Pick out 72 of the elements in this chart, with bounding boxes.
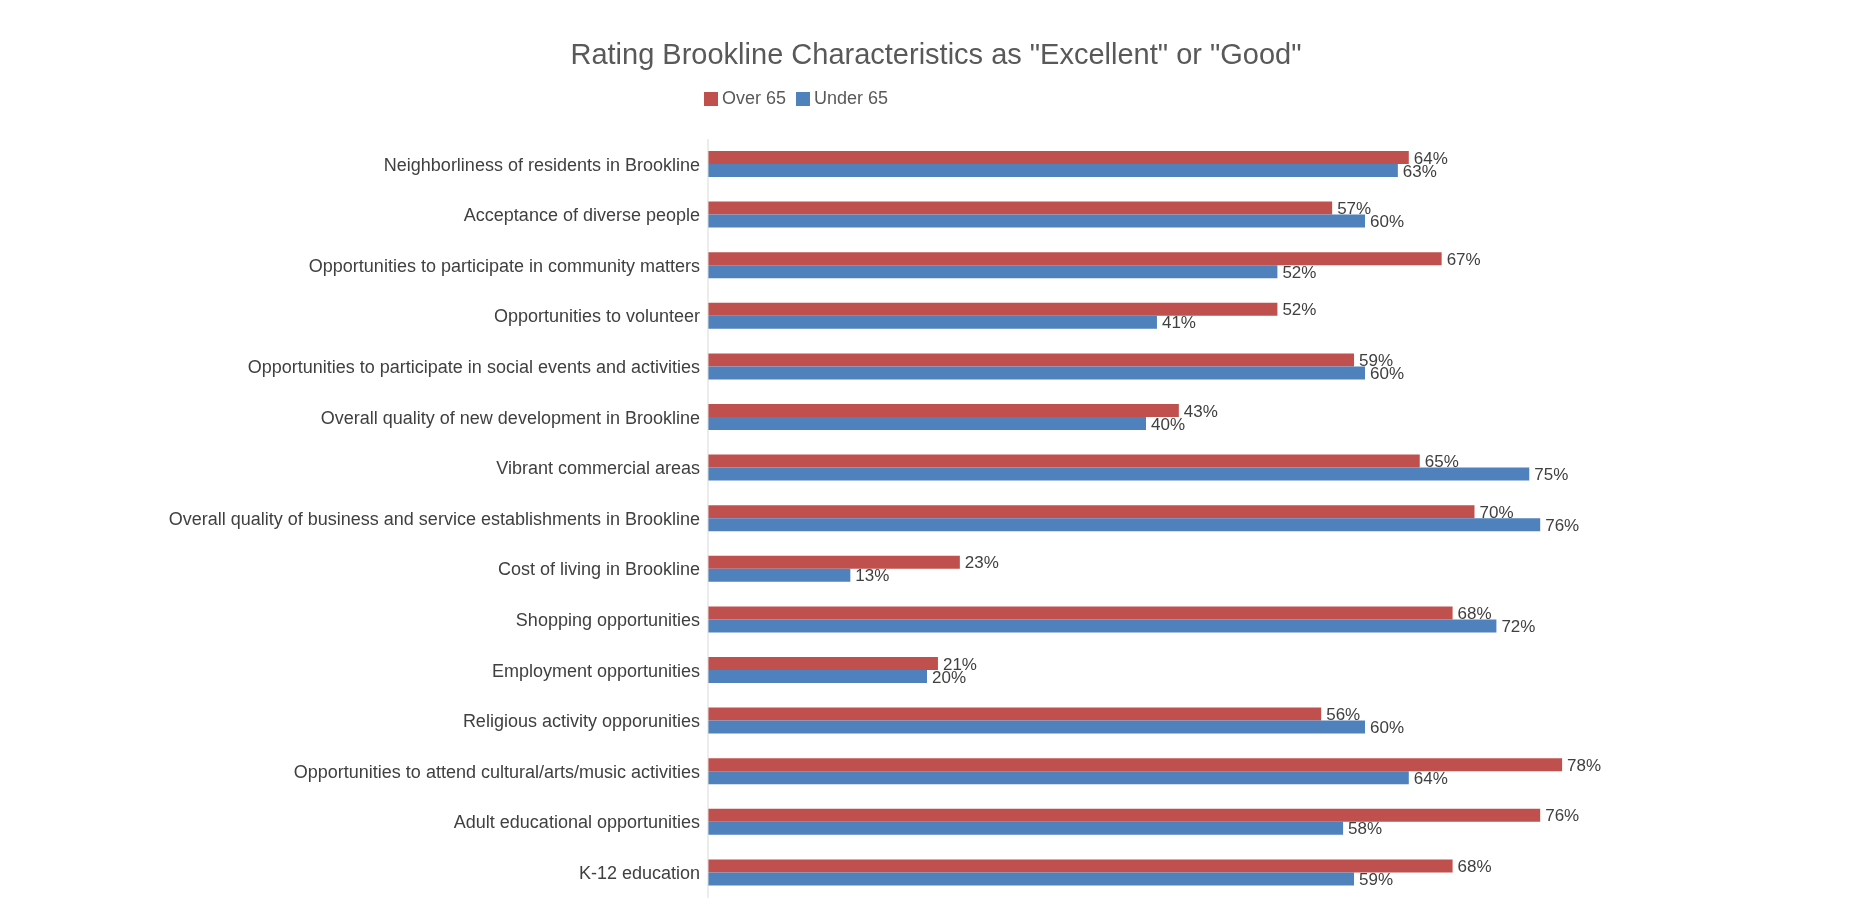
data-label: 78% <box>1567 755 1602 775</box>
bar <box>708 821 1344 835</box>
y-tick-label: Employment opportunities <box>491 660 700 681</box>
data-label: 23% <box>964 553 999 573</box>
y-tick-label: Opportunities to volunteer <box>493 306 700 327</box>
data-label: 52% <box>1282 262 1317 282</box>
data-label: 65% <box>1424 452 1459 472</box>
bar <box>708 720 1365 734</box>
bar <box>708 454 1420 468</box>
bar <box>708 518 1541 532</box>
bar <box>708 670 927 683</box>
bar <box>708 657 938 670</box>
bar <box>708 555 960 569</box>
bar <box>708 353 1355 367</box>
y-tick-label: Neighborliness of residents in Brookline <box>383 154 700 175</box>
legend-label: Under 65 <box>813 88 889 108</box>
bar <box>708 252 1442 266</box>
data-label: 41% <box>1161 313 1196 333</box>
bar <box>708 201 1333 215</box>
y-tick-label: Overall quality of business and service establishments in Brookline <box>168 508 700 529</box>
data-label: 60% <box>1370 718 1405 738</box>
y-tick-label: Opportunities to participate in social events and activities <box>247 357 700 378</box>
bar <box>708 417 1146 430</box>
bar <box>708 164 1398 177</box>
data-label: 67% <box>1446 249 1481 269</box>
data-label: 59% <box>1359 869 1394 889</box>
bar <box>708 619 1497 633</box>
data-label: 57% <box>1337 199 1372 219</box>
bar <box>708 366 1365 380</box>
bar <box>708 758 1563 772</box>
chart-title: Rating Brookline Characteristics as "Excellent" or "Good" <box>569 37 1303 72</box>
data-label: 75% <box>1534 465 1569 485</box>
data-label: 43% <box>1183 401 1218 421</box>
data-label: 68% <box>1457 603 1492 623</box>
y-tick-label: Shopping opportunities <box>515 610 700 631</box>
data-label: 72% <box>1501 616 1536 636</box>
bar <box>708 872 1355 886</box>
y-tick-label: Adult educational opportunities <box>453 812 700 833</box>
bar <box>708 404 1179 417</box>
bar <box>708 771 1409 785</box>
bar <box>708 808 1541 822</box>
y-tick-label: Overall quality of new development in Brookline <box>320 407 700 428</box>
y-tick-label: K-12 education <box>578 863 700 884</box>
data-label: 68% <box>1457 856 1492 876</box>
data-label: 76% <box>1545 806 1580 826</box>
y-tick-label: Vibrant commercial areas <box>496 458 700 479</box>
bar <box>708 467 1530 481</box>
bar <box>708 505 1475 519</box>
y-tick-label: Religious activity opporunities <box>462 711 700 732</box>
data-label: 64% <box>1413 768 1448 788</box>
data-label: 60% <box>1370 212 1405 232</box>
bar <box>708 568 851 582</box>
bar <box>708 214 1365 228</box>
y-tick-label: Cost of living in Brookline <box>497 559 700 580</box>
bar <box>708 315 1157 329</box>
bar <box>708 606 1453 620</box>
bar <box>708 302 1278 316</box>
data-label: 40% <box>1151 414 1186 434</box>
bar <box>708 265 1278 279</box>
bar <box>708 707 1322 721</box>
y-tick-label: Acceptance of diverse people <box>463 205 700 226</box>
legend-label: Over 65 <box>721 88 786 108</box>
data-label: 13% <box>855 566 890 586</box>
data-label: 70% <box>1479 502 1514 522</box>
data-label: 58% <box>1348 819 1383 839</box>
data-label: 52% <box>1282 300 1317 320</box>
bar <box>708 859 1453 873</box>
data-label: 76% <box>1545 515 1580 535</box>
bar <box>708 151 1409 164</box>
y-tick-label: Opportunities to attend cultural/arts/music activities <box>293 761 700 782</box>
data-label: 56% <box>1326 705 1361 725</box>
y-tick-label: Opportunities to participate in community matters <box>308 255 700 276</box>
